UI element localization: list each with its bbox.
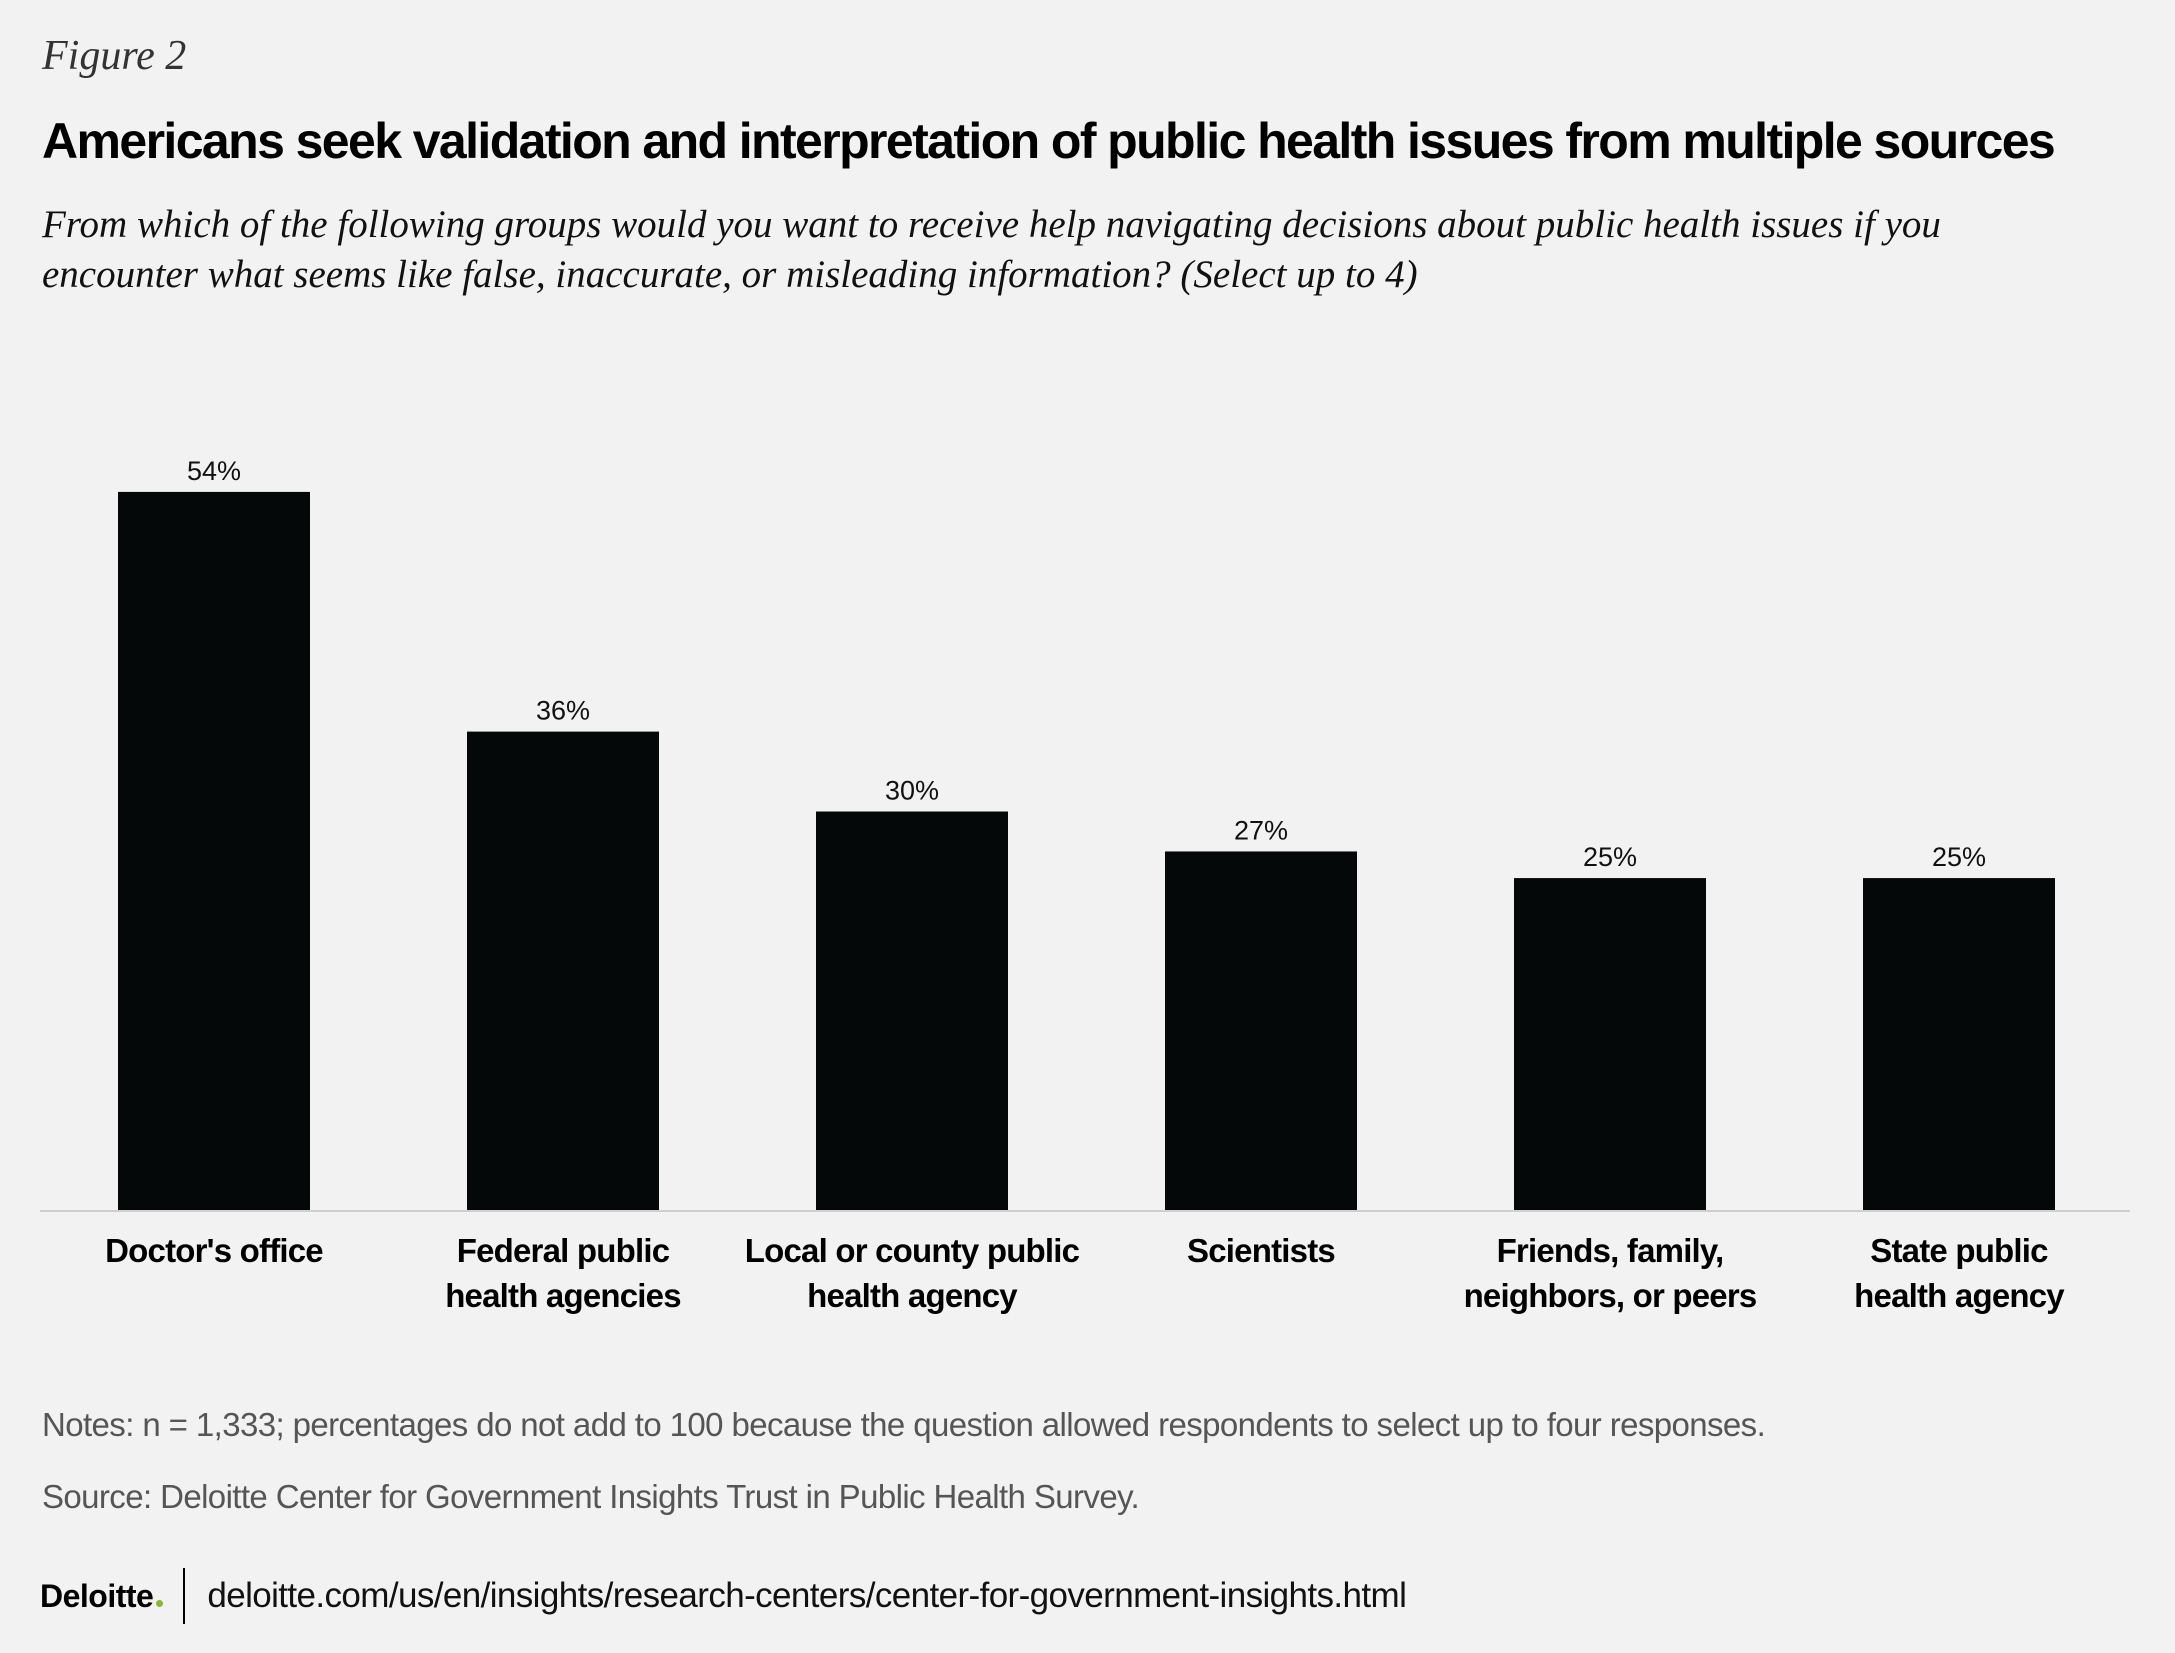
footer-url-link[interactable]: deloitte.com/us/en/insights/research-cen… — [207, 1576, 1407, 1615]
logo-dot-icon — [156, 1599, 164, 1607]
bar-value-label-5: 25% — [1932, 842, 1986, 872]
category-label-0: Doctor's office — [105, 1232, 323, 1269]
chart-source: Source: Deloitte Center for Government I… — [42, 1478, 1140, 1515]
figure-label: Figure 2 — [42, 33, 187, 79]
chart-subtitle: From which of the following groups would… — [42, 203, 1941, 296]
bar-1 — [467, 731, 659, 1211]
category-label-4: Friends, family, neighbors, or peers — [1464, 1232, 1757, 1314]
bar-value-label-4: 25% — [1583, 842, 1637, 872]
bar-2 — [816, 811, 1008, 1211]
deloitte-logo: Deloitte — [40, 1577, 164, 1615]
bar-value-label-3: 27% — [1234, 815, 1288, 845]
bar-value-label-0: 54% — [187, 456, 241, 486]
chart-title: Americans seek validation and interpreta… — [42, 113, 2056, 169]
category-label-1: Federal public health agencies — [445, 1232, 681, 1314]
category-label-2: Local or county public health agency — [745, 1232, 1080, 1314]
bar-0 — [118, 491, 310, 1211]
footer: Deloitte deloitte.com/us/en/insights/res… — [40, 1566, 1407, 1626]
logo-text: Deloitte — [40, 1577, 154, 1614]
footer-divider — [183, 1568, 186, 1624]
category-label-5: State public health agency — [1854, 1232, 2065, 1314]
chart-notes: Notes: n = 1,333; percentages do not add… — [42, 1406, 1766, 1443]
bar-5 — [1863, 878, 2055, 1211]
bars-group — [118, 491, 2055, 1211]
bar-4 — [1514, 878, 1706, 1211]
bar-chart: 54% Doctor's office 36% Federal public healt… — [40, 456, 2130, 1314]
labels-group: 54% Doctor's office 36% Federal public healt… — [105, 456, 2066, 1314]
bar-3 — [1165, 851, 1357, 1211]
bar-value-label-1: 36% — [536, 696, 590, 726]
category-label-3: Scientists — [1187, 1232, 1335, 1269]
bar-value-label-2: 30% — [885, 776, 939, 806]
